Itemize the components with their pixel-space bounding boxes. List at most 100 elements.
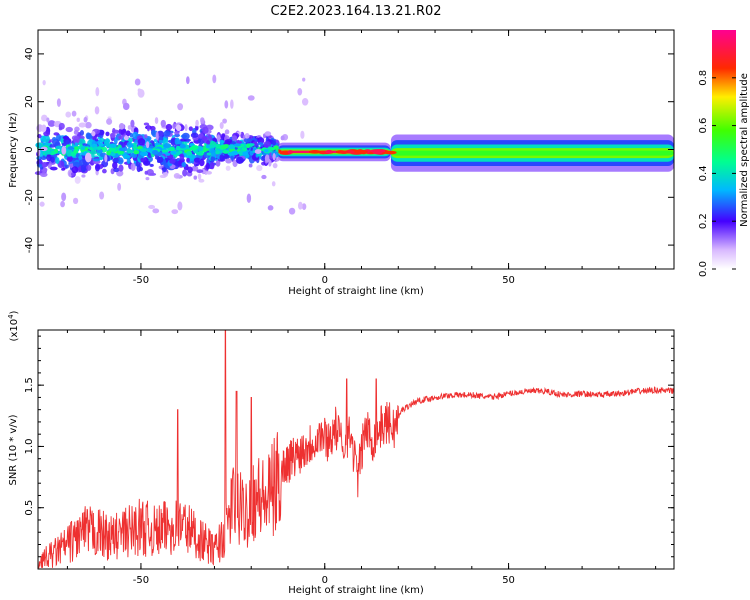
spectral-cell — [271, 181, 276, 187]
spectral-cell — [86, 164, 92, 171]
figure-title: C2E2.2023.164.13.21.R02 — [270, 4, 441, 19]
spectral-cell — [272, 162, 278, 169]
spectral-cell — [231, 135, 238, 142]
spectral-cell — [257, 142, 264, 146]
spectral-cell — [169, 146, 175, 152]
spectral-cell — [117, 182, 122, 191]
spectral-cell — [154, 117, 159, 125]
spectral-cell — [195, 124, 199, 131]
spectral-cell — [248, 163, 253, 168]
spectral-cell — [76, 117, 80, 123]
band-2-layer-4 — [390, 150, 674, 156]
spectral-cell — [372, 150, 383, 155]
spectral-cell — [84, 121, 92, 129]
spectral-cell — [109, 132, 116, 138]
spectral-cell — [161, 149, 169, 153]
spectral-cell — [191, 145, 199, 150]
spectral-cell — [83, 116, 88, 123]
spectral-cell — [181, 132, 190, 140]
spectral-cell — [186, 76, 190, 85]
spectral-cell — [110, 152, 116, 157]
spectral-cell — [190, 132, 199, 138]
spectral-cell — [129, 132, 133, 138]
spectrogram-y-tick-label: 40 — [24, 48, 35, 61]
snr-series-line — [37, 329, 675, 569]
spectral-cell — [174, 133, 181, 138]
spectral-cell — [84, 152, 92, 163]
snr-x-ticks: -50 0 50 — [66, 330, 657, 586]
spectral-cell — [70, 172, 75, 177]
spectral-cell — [197, 145, 203, 150]
spectral-cell — [245, 143, 251, 149]
spectral-cell — [261, 174, 267, 180]
spectrogram-x-ticks: -50 0 50 — [66, 30, 657, 286]
spectral-cell — [301, 97, 309, 106]
spectral-cell — [198, 159, 205, 167]
spectral-cell — [235, 156, 244, 164]
spectral-cell — [112, 161, 118, 169]
spectral-cell — [118, 123, 125, 130]
spectral-cell — [89, 149, 97, 155]
spectral-cell — [71, 166, 79, 174]
spectral-cell — [39, 201, 45, 207]
spectral-cell — [98, 143, 104, 147]
spectral-cell — [196, 169, 204, 174]
spectral-cell — [308, 150, 321, 154]
spectral-cell — [149, 163, 154, 167]
snr-x-label: Height of straight line (km) — [288, 585, 424, 596]
spectrogram-y-ticks: -40 -20 0 20 40 — [24, 48, 674, 253]
spectral-cell — [230, 99, 234, 109]
spectral-cell — [215, 143, 221, 148]
snr-y-tick-label: 1.0 — [24, 438, 35, 454]
spectral-cell — [55, 157, 60, 164]
spectral-cell — [144, 134, 148, 139]
spectral-cell — [94, 138, 99, 142]
spectral-cell — [179, 143, 186, 149]
spectral-cell — [216, 134, 221, 142]
spectral-cell — [264, 131, 272, 137]
spectral-cell — [163, 143, 172, 149]
spectral-cell — [137, 138, 146, 146]
spectral-cell — [65, 111, 72, 118]
spectral-cell — [264, 154, 270, 163]
spectral-cell — [233, 143, 241, 147]
spectral-cell — [228, 144, 236, 150]
spectrogram-x-label: Height of straight line (km) — [288, 286, 424, 297]
spectral-cell — [301, 203, 307, 211]
snr-y-tick-label: 0.5 — [24, 500, 35, 516]
snr-x-tick-label: 0 — [322, 575, 328, 586]
spectral-cell — [41, 124, 47, 133]
spectral-cell — [46, 117, 50, 123]
spectral-cell — [74, 142, 79, 147]
spectral-cell — [93, 158, 101, 162]
spectral-cell — [185, 144, 190, 149]
spectral-cell — [219, 154, 225, 162]
spectral-cell — [267, 205, 274, 211]
spectral-cell — [212, 74, 217, 84]
spectral-cell — [297, 201, 303, 210]
spectral-cell — [200, 117, 205, 124]
spectral-cell — [93, 146, 98, 151]
spectral-cell — [117, 157, 124, 165]
spectral-cell — [111, 129, 120, 134]
spectral-cell — [246, 193, 252, 203]
spectral-cell — [42, 79, 46, 86]
spectral-cell — [256, 165, 263, 172]
spectral-cell — [221, 145, 228, 150]
spectral-cell — [208, 144, 217, 148]
spectrogram-x-tick-label: -50 — [133, 275, 149, 286]
spectral-cell — [146, 124, 151, 132]
spectral-cell — [173, 172, 181, 179]
spectral-cell — [224, 100, 229, 109]
spectral-cell — [209, 161, 215, 170]
spectral-cell — [41, 114, 48, 122]
snr-y-multiplier: (x104) — [7, 310, 20, 341]
spectral-cell — [126, 156, 131, 165]
spectral-cell — [201, 168, 206, 175]
spectral-cell — [130, 119, 135, 128]
spectral-cell — [225, 165, 231, 171]
spectral-cell — [162, 171, 169, 178]
spectral-cell — [198, 178, 205, 183]
spectral-cell — [113, 157, 119, 163]
spectral-cell — [150, 129, 156, 136]
